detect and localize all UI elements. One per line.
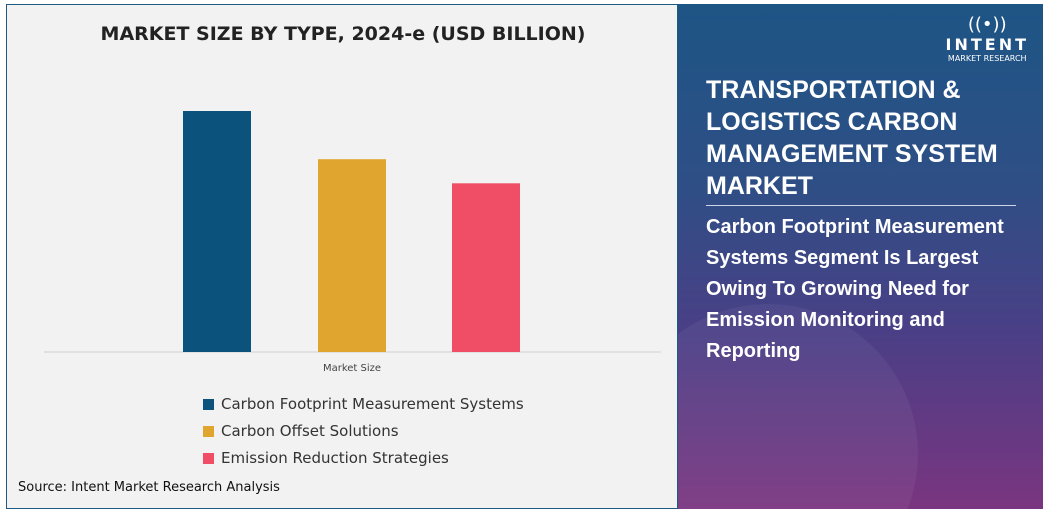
logo: ((•)) INTENT MARKET RESEARCH bbox=[946, 14, 1030, 63]
legend-label: Carbon Offset Solutions bbox=[221, 422, 399, 440]
source-note: Source: Intent Market Research Analysis bbox=[18, 480, 280, 495]
bar-emission-reduction-strategies bbox=[452, 183, 520, 352]
legend-swatch bbox=[203, 425, 214, 437]
logo-brand: INTENT bbox=[945, 35, 1029, 54]
info-panel: ((•)) INTENT MARKET RESEARCH TRANSPORTAT… bbox=[678, 4, 1043, 509]
divider bbox=[706, 205, 1016, 206]
signal-icon: ((•)) bbox=[967, 14, 1007, 35]
legend-item: Carbon Footprint Measurement Systems bbox=[203, 395, 524, 413]
legend-label: Emission Reduction Strategies bbox=[221, 449, 449, 467]
legend-item: Carbon Offset Solutions bbox=[203, 422, 399, 440]
legend-item: Emission Reduction Strategies bbox=[203, 449, 449, 467]
logo-tagline: MARKET RESEARCH bbox=[947, 54, 1027, 63]
bar-chart: Market Size bbox=[44, 111, 661, 374]
legend-label: Carbon Footprint Measurement Systems bbox=[221, 395, 524, 413]
subheadline: Carbon Footprint Measurement Systems Seg… bbox=[706, 216, 1004, 362]
bar-carbon-offset-solutions bbox=[318, 159, 386, 352]
x-tick-label: Market Size bbox=[323, 363, 381, 374]
bar-carbon-footprint-measurement-systems bbox=[183, 111, 251, 352]
legend-swatch bbox=[203, 398, 214, 410]
legend-swatch bbox=[203, 452, 214, 464]
chart-title: MARKET SIZE BY TYPE, 2024-e (USD BILLION… bbox=[100, 23, 586, 45]
headline: TRANSPORTATION & LOGISTICS CARBON MANAGE… bbox=[706, 76, 998, 200]
chart-panel: MARKET SIZE BY TYPE, 2024-e (USD BILLION… bbox=[6, 4, 678, 509]
